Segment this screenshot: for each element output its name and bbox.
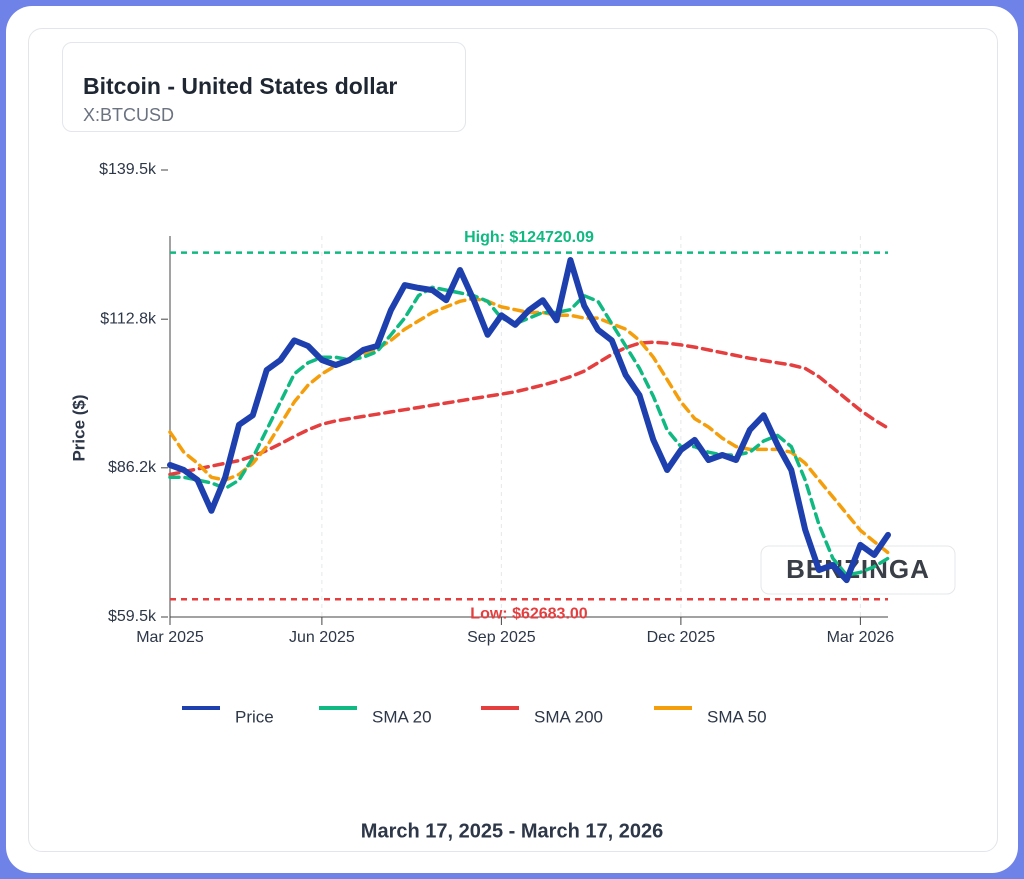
footer: March 17, 2025 - March 17, 2026 <box>361 820 663 842</box>
y-tick-label: $112.8k <box>100 310 157 327</box>
card <box>28 28 998 852</box>
legend-label: SMA 50 <box>707 707 767 726</box>
series-line <box>168 296 890 555</box>
y-tick-label: $59.5k <box>108 608 157 625</box>
title: Bitcoin - United States dollar <box>83 73 398 99</box>
y-tick-label: $139.5k <box>99 161 157 178</box>
y-tick-label: $86.2k <box>108 459 157 476</box>
subtitle: X:BTCUSD <box>83 105 175 125</box>
y-axis-label: Price ($) <box>69 394 88 461</box>
high-label: High: $124720.09 <box>464 229 594 246</box>
legend-label: SMA 200 <box>534 707 603 726</box>
x-tick-label: Mar 2026 <box>827 629 895 646</box>
x-tick-label: Sep 2025 <box>467 629 536 646</box>
x-tick-label: Mar 2025 <box>136 629 204 646</box>
x-tick-label: Dec 2025 <box>647 629 716 646</box>
x-tick-label: Jun 2025 <box>289 629 355 646</box>
legend-label: Price <box>235 707 274 726</box>
legend-label: SMA 20 <box>372 707 432 726</box>
series-line <box>168 285 890 577</box>
title-box: Bitcoin - United States dollar X:BTCUSD <box>62 42 466 132</box>
series-line <box>167 257 891 584</box>
low-label: Low: $62683.00 <box>470 605 588 622</box>
series-line <box>168 340 890 477</box>
